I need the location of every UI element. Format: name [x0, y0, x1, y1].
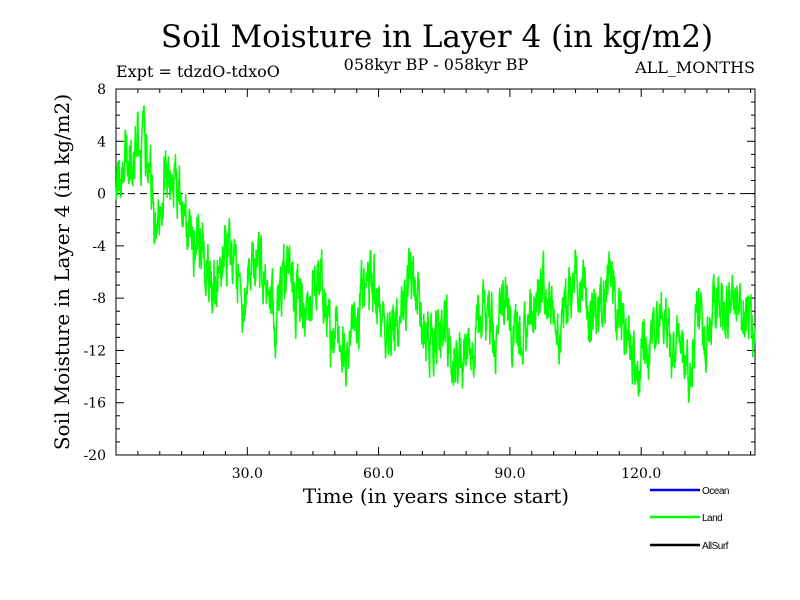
x-tick-label: 90.0 [494, 466, 525, 482]
left-annotation: Expt = tdzdO-tdxoO [116, 62, 280, 81]
x-tick-label: 60.0 [363, 466, 394, 482]
legend-label-ocean: Ocean [702, 486, 729, 497]
chart-subtitle: 058kyr BP - 058kyr BP [344, 55, 529, 74]
y-tick-label: 0 [97, 187, 106, 203]
legend-item-ocean: Ocean [650, 486, 729, 497]
y-tick-labels: 8 4 0 -4 -8 -12 -16 -20 [83, 82, 106, 464]
y-tick-label: -12 [83, 343, 106, 359]
plot-area [115, 88, 756, 456]
y-tick-label: 8 [97, 82, 106, 98]
x-axis-label: Time (in years since start) [303, 484, 569, 508]
y-axis-label: Soil Moisture in Layer 4 (in kg/m2) [50, 94, 74, 450]
y-tick-label: -16 [83, 396, 106, 412]
chart-title: Soil Moisture in Layer 4 (in kg/m2) [161, 19, 713, 55]
legend: Ocean Land AllSurf [650, 486, 729, 552]
legend-label-land: Land [702, 513, 722, 524]
legend-label-allsurf: AllSurf [702, 541, 729, 552]
y-tick-label: 4 [97, 134, 106, 150]
y-tick-label: -20 [83, 448, 106, 464]
series-land-line [115, 105, 756, 403]
y-tick-label: -4 [92, 239, 106, 255]
y-tick-label: -8 [92, 291, 106, 307]
legend-item-land: Land [650, 513, 723, 524]
x-tick-label: 120.0 [621, 466, 661, 482]
right-annotation: ALL_MONTHS [634, 58, 755, 77]
x-tick-labels: 30.0 60.0 90.0 120.0 [232, 466, 662, 482]
x-tick-label: 30.0 [232, 466, 263, 482]
legend-item-allsurf: AllSurf [650, 541, 729, 552]
